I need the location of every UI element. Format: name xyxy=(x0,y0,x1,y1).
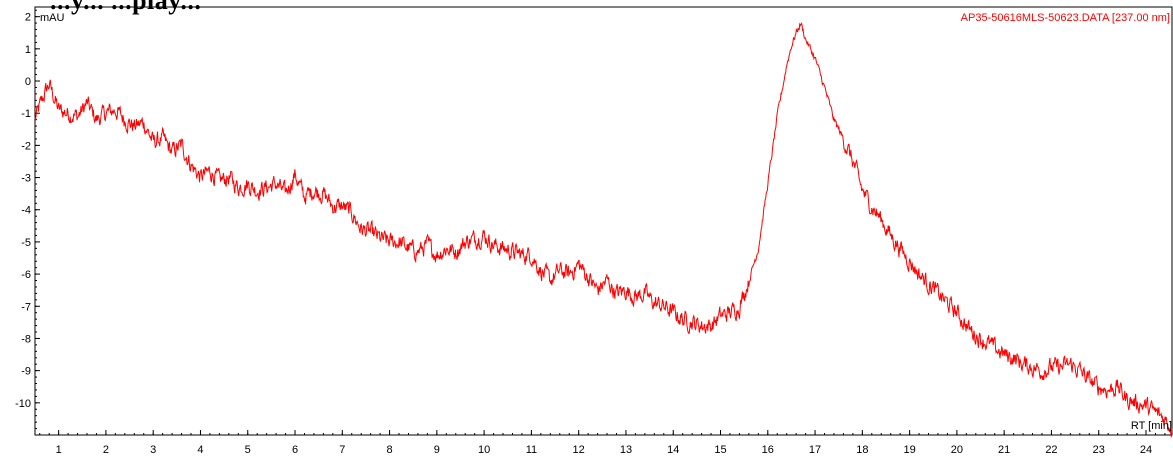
x-tick-label: 1 xyxy=(56,444,62,456)
x-tick-label: 3 xyxy=(150,444,156,456)
x-tick-label: 2 xyxy=(103,444,109,456)
trace-name-label: AP35-50616MLS-50623.DATA [237.00 nm] xyxy=(961,12,1170,24)
y-tick-label: -2 xyxy=(21,140,31,152)
x-tick-label: 24 xyxy=(1140,444,1152,456)
y-tick-label: 1 xyxy=(25,44,31,56)
y-tick-label: -3 xyxy=(21,173,31,185)
y-tick-label: 2 xyxy=(25,12,31,24)
x-tick-label: 9 xyxy=(434,444,440,456)
x-tick-label: 19 xyxy=(903,444,915,456)
x-tick-label: 12 xyxy=(573,444,585,456)
x-tick-label: 7 xyxy=(339,444,345,456)
y-axis-unit-label: mAU xyxy=(40,12,65,24)
y-tick-label: -8 xyxy=(21,333,31,345)
y-tick-label: -7 xyxy=(21,301,31,313)
y-tick-label: 0 xyxy=(25,76,31,88)
y-tick-label: -6 xyxy=(21,269,31,281)
x-tick-label: 21 xyxy=(998,444,1010,456)
x-axis: 1 2 3 4 5 6 7 8 9 10 11 12 13 14 15 16 17 18 19 20 21 22 23 24 xyxy=(39,430,1166,456)
y-tick-label: -5 xyxy=(21,237,31,249)
x-tick-label: 23 xyxy=(1093,444,1105,456)
y-tick-label: -9 xyxy=(21,366,31,378)
x-axis-unit-label: RT [min] xyxy=(1131,420,1172,432)
x-tick-label: 10 xyxy=(478,444,490,456)
x-tick-label: 11 xyxy=(526,444,537,456)
x-tick-label: 16 xyxy=(762,444,774,456)
x-tick-label: 17 xyxy=(809,444,821,456)
plot-frame xyxy=(34,6,1173,436)
trace-line xyxy=(34,22,1173,438)
y-tick-label: -4 xyxy=(21,205,31,217)
y-tick-label: -10 xyxy=(15,398,31,410)
x-tick-label: 18 xyxy=(856,444,868,456)
x-tick-label: 6 xyxy=(292,444,298,456)
x-tick-label: 8 xyxy=(387,444,393,456)
x-tick-label: 13 xyxy=(620,444,632,456)
x-tick-label: 20 xyxy=(951,444,963,456)
x-tick-label: 5 xyxy=(245,444,251,456)
x-tick-label: 22 xyxy=(1045,444,1057,456)
x-tick-label: 15 xyxy=(714,444,726,456)
y-axis: 2 1 0 -1 -2 -3 -4 -5 -6 -7 -8 -9 -10 xyxy=(15,9,40,436)
y-tick-label: -1 xyxy=(21,108,31,120)
x-tick-label: 4 xyxy=(197,444,203,456)
x-tick-label: 14 xyxy=(667,444,679,456)
